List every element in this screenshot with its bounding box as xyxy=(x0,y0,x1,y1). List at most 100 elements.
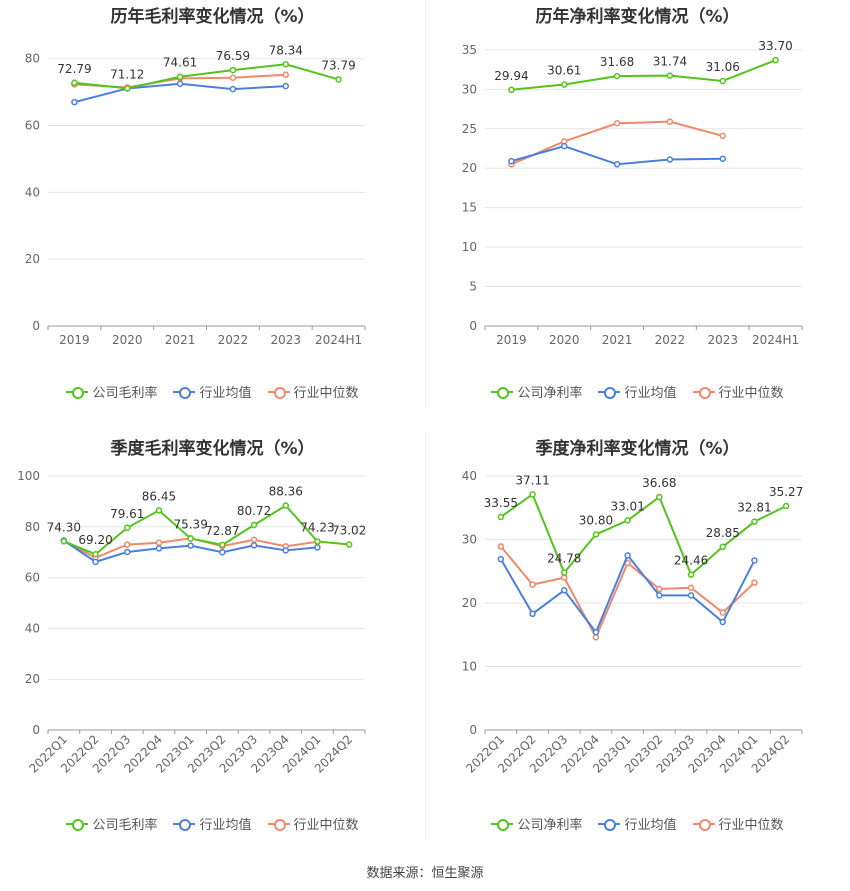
data-label: 24.78 xyxy=(547,552,581,566)
legend-label: 行业中位数 xyxy=(293,386,359,401)
company-point xyxy=(666,72,674,79)
x-tick-label: 2020 xyxy=(112,333,143,347)
x-tick-label: 2022 xyxy=(655,333,686,347)
quarterly-gross-margin-panel: 季度毛利率变化情况（%） 0 20 40 60 80 100 2022Q1 2022Q2 202… xyxy=(0,432,425,862)
industry-avg-point xyxy=(176,80,184,88)
legend-label: 行业中位数 xyxy=(293,818,359,833)
chart-legend: 公司毛利率 行业均值 行业中位数 xyxy=(0,814,425,833)
company-point xyxy=(719,77,726,85)
y-tick-label: 35 xyxy=(462,43,477,57)
data-label: 36.68 xyxy=(642,476,676,490)
y-tick-label: 60 xyxy=(25,119,40,133)
legend-swatch-icon xyxy=(173,386,196,399)
data-label: 33.01 xyxy=(610,499,644,513)
industry-median-point xyxy=(719,609,726,616)
data-label: 73.02 xyxy=(332,524,366,538)
y-tick-label: 15 xyxy=(462,201,477,215)
data-label: 28.85 xyxy=(706,526,740,540)
data-label: 31.74 xyxy=(653,55,687,69)
industry-median-point xyxy=(592,634,600,641)
industry-median-point xyxy=(613,120,621,127)
x-tick-label: 2020 xyxy=(549,333,580,347)
chart-title: 历年毛利率变化情况（%） xyxy=(110,7,315,27)
company-point xyxy=(497,513,505,521)
legend-swatch-icon xyxy=(66,386,89,399)
industry-median-point xyxy=(656,585,663,593)
y-tick-label: 40 xyxy=(25,621,40,635)
company-point xyxy=(561,81,568,88)
industry-avg-point xyxy=(751,557,758,564)
legend-label: 行业均值 xyxy=(624,818,677,833)
legend-label: 公司毛利率 xyxy=(92,386,158,401)
legend-item-company[interactable]: 公司毛利率 xyxy=(66,814,157,833)
x-tick-label: 2022 xyxy=(218,333,249,347)
company-line xyxy=(500,492,787,577)
y-tick-label: 0 xyxy=(32,319,40,333)
y-tick-label: 10 xyxy=(462,660,477,674)
industry-median-point xyxy=(124,541,131,548)
y-tick-label: 80 xyxy=(25,52,40,66)
data-label: 31.68 xyxy=(600,55,634,69)
x-tick-label: 2021 xyxy=(602,333,633,347)
company-point xyxy=(229,66,237,74)
industry-avg-point xyxy=(250,542,258,549)
industry-median-point xyxy=(282,71,289,78)
annual-net-margin-chart: 0 5 10 15 20 25 30 35 2019 2020 2021 2022 2023 2024H1… xyxy=(462,39,803,347)
y-tick-label: 20 xyxy=(25,252,40,266)
annual-gross-margin-panel: 历年毛利率变化情况（%） 0 20 40 60 80 2019 2020 2021 2022 20… xyxy=(0,0,425,430)
industry-median-point xyxy=(719,132,726,140)
company-line xyxy=(511,59,776,91)
industry-avg-point xyxy=(155,545,163,552)
legend-item-company[interactable]: 公司毛利率 xyxy=(66,382,157,401)
data-label: 33.55 xyxy=(484,496,518,510)
x-tick-label: 2024H1 xyxy=(315,333,362,347)
legend-item-industry-median[interactable]: 行业中位数 xyxy=(692,814,784,833)
legend-item-industry-median[interactable]: 行业中位数 xyxy=(267,814,359,833)
data-label: 35.27 xyxy=(769,485,803,499)
legend-item-industry-avg[interactable]: 行业均值 xyxy=(598,814,677,833)
legend-item-industry-avg[interactable]: 行业均值 xyxy=(598,382,677,401)
legend-item-industry-avg[interactable]: 行业均值 xyxy=(173,814,252,833)
legend-swatch-icon xyxy=(692,818,715,831)
y-tick-label: 80 xyxy=(25,520,40,534)
y-tick-label: 20 xyxy=(462,596,477,610)
data-label: 31.06 xyxy=(706,60,740,74)
y-tick-label: 30 xyxy=(462,533,477,547)
company-point xyxy=(219,541,226,549)
y-tick-label: 0 xyxy=(469,723,477,737)
data-label: 74.30 xyxy=(47,520,81,534)
annual-gross-margin-chart: 0 20 40 60 80 2019 2020 2021 2022 2023 2024H1 72.79… xyxy=(25,43,366,347)
legend-swatch-icon xyxy=(491,818,514,831)
legend-item-industry-median[interactable]: 行业中位数 xyxy=(267,382,359,401)
industry-median-point xyxy=(229,74,237,82)
data-label: 74.61 xyxy=(163,56,197,70)
company-point xyxy=(92,550,99,558)
y-tick-label: 20 xyxy=(25,672,40,686)
data-label: 79.61 xyxy=(110,507,144,521)
x-tick-label: 2019 xyxy=(59,333,90,347)
legend-swatch-icon xyxy=(598,386,621,399)
industry-avg-point xyxy=(719,618,726,626)
data-label: 73.79 xyxy=(321,58,355,72)
data-label: 33.70 xyxy=(758,39,792,53)
legend-item-industry-median[interactable]: 行业中位数 xyxy=(692,382,784,401)
company-point xyxy=(719,543,726,551)
industry-avg-point xyxy=(592,628,600,636)
quarterly-net-margin-panel: 季度净利率变化情况（%） 0 10 20 30 40 2022Q1 2022Q2 2022Q3… xyxy=(425,432,850,862)
data-label: 75.39 xyxy=(173,518,207,532)
legend-item-company[interactable]: 公司净利率 xyxy=(491,382,582,401)
y-tick-label: 60 xyxy=(25,571,40,585)
legend-label: 行业中位数 xyxy=(718,818,784,833)
legend-label: 公司毛利率 xyxy=(92,818,158,833)
company-point xyxy=(335,76,342,83)
industry-avg-line xyxy=(499,553,756,635)
legend-item-company[interactable]: 公司净利率 xyxy=(491,814,582,833)
legend-label: 行业均值 xyxy=(624,386,677,401)
legend-item-industry-avg[interactable]: 行业均值 xyxy=(173,382,252,401)
industry-avg-point xyxy=(656,592,663,599)
legend-swatch-icon xyxy=(173,818,196,831)
industry-avg-point xyxy=(529,610,536,618)
industry-avg-point xyxy=(719,155,726,163)
industry-avg-point xyxy=(666,156,674,163)
vertical-divider xyxy=(425,432,426,840)
